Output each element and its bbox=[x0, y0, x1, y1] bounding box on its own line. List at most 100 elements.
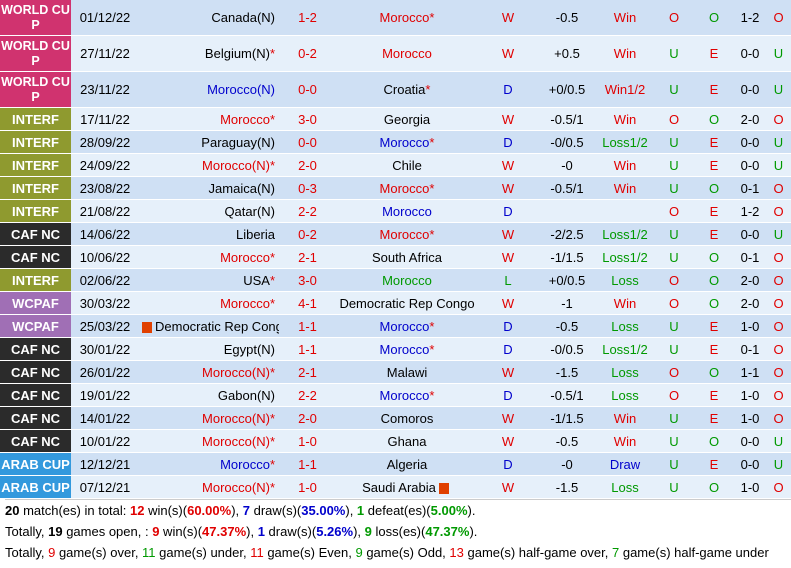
score-cell[interactable]: 4-1 bbox=[279, 291, 336, 315]
away-team-cell[interactable]: Morocco* bbox=[336, 222, 478, 246]
home-team-name[interactable]: Canada(N) bbox=[211, 10, 275, 25]
league-cell[interactable]: CAF NC bbox=[0, 360, 71, 384]
away-team-name[interactable]: Saudi Arabia bbox=[362, 479, 436, 495]
away-team-name[interactable]: Morocco bbox=[379, 226, 430, 242]
home-team-name[interactable]: Morocco(N) bbox=[202, 157, 270, 173]
league-cell[interactable]: CAF NC bbox=[0, 406, 71, 430]
home-team-cell[interactable]: Morocco(N) bbox=[139, 71, 279, 108]
table-row[interactable]: CAF NC 30/01/22 Egypt(N) 1-1 Morocco* D -0/0.5… bbox=[0, 337, 791, 361]
home-team-name[interactable]: Belgium(N) bbox=[204, 46, 270, 61]
table-row[interactable]: INTERF 28/09/22 Paraguay(N) 0-0 Morocco* D -0/… bbox=[0, 130, 791, 154]
away-team-name[interactable]: Morocco bbox=[379, 10, 430, 25]
home-team-cell[interactable]: Morocco* bbox=[139, 245, 279, 269]
league-cell[interactable]: WCPAF bbox=[0, 314, 71, 338]
home-team-cell[interactable]: Morocco* bbox=[139, 291, 279, 315]
away-team-cell[interactable]: Morocco bbox=[336, 268, 478, 292]
table-row[interactable]: ARAB CUP 12/12/21 Morocco* 1-1 Algeria D -0 Dra… bbox=[0, 452, 791, 476]
home-team-cell[interactable]: Morocco(N)* bbox=[139, 475, 279, 499]
home-team-name[interactable]: Jamaica(N) bbox=[208, 180, 275, 196]
away-team-name[interactable]: Morocco bbox=[379, 387, 430, 403]
home-team-name[interactable]: Morocco bbox=[220, 456, 270, 472]
home-team-name[interactable]: USA bbox=[243, 272, 270, 288]
league-cell[interactable]: CAF NC bbox=[0, 383, 71, 407]
home-team-cell[interactable]: Morocco(N)* bbox=[139, 153, 279, 177]
table-row[interactable]: INTERF 17/11/22 Morocco* 3-0 Georgia W -0.5/1 W… bbox=[0, 107, 791, 131]
away-team-name[interactable]: South Africa bbox=[371, 249, 443, 265]
home-team-name[interactable]: Morocco(N) bbox=[202, 410, 270, 426]
away-team-name[interactable]: Croatia bbox=[383, 82, 426, 97]
home-team-cell[interactable]: Jamaica(N) bbox=[139, 176, 279, 200]
away-team-cell[interactable]: Morocco* bbox=[336, 337, 478, 361]
home-team-name[interactable]: Morocco(N) bbox=[202, 479, 270, 495]
score-cell[interactable]: 2-2 bbox=[279, 383, 336, 407]
away-team-name[interactable]: Chile bbox=[392, 157, 422, 173]
away-team-cell[interactable]: Comoros bbox=[336, 406, 478, 430]
away-team-cell[interactable]: Morocco* bbox=[336, 176, 478, 200]
league-cell[interactable]: CAF NC bbox=[0, 429, 71, 453]
score-cell[interactable]: 3-0 bbox=[279, 268, 336, 292]
home-team-cell[interactable]: Morocco* bbox=[139, 107, 279, 131]
home-team-name[interactable]: Paraguay(N) bbox=[201, 134, 275, 150]
league-cell[interactable]: ARAB CUP bbox=[0, 475, 71, 499]
away-team-name[interactable]: Comoros bbox=[380, 410, 434, 426]
score-cell[interactable]: 2-1 bbox=[279, 360, 336, 384]
league-cell[interactable]: INTERF bbox=[0, 268, 71, 292]
score-cell[interactable]: 1-0 bbox=[279, 475, 336, 499]
score-cell[interactable]: 2-0 bbox=[279, 406, 336, 430]
home-team-cell[interactable]: Morocco* bbox=[139, 452, 279, 476]
league-cell[interactable]: CAF NC bbox=[0, 222, 71, 246]
away-team-name[interactable]: Morocco bbox=[382, 203, 432, 219]
table-row[interactable]: CAF NC 10/01/22 Morocco(N)* 1-0 Ghana W -0.5 Wi… bbox=[0, 429, 791, 453]
league-cell[interactable]: INTERF bbox=[0, 153, 71, 177]
away-team-cell[interactable]: Croatia* bbox=[336, 71, 478, 108]
table-row[interactable]: INTERF 23/08/22 Jamaica(N) 0-3 Morocco* W -0.5… bbox=[0, 176, 791, 200]
away-team-name[interactable]: Georgia bbox=[383, 111, 431, 127]
away-team-cell[interactable]: Morocco* bbox=[336, 130, 478, 154]
away-team-name[interactable]: Morocco bbox=[382, 272, 432, 288]
home-team-name[interactable]: Egypt(N) bbox=[223, 341, 275, 357]
league-cell[interactable]: WORLD CUP bbox=[0, 35, 71, 72]
away-team-cell[interactable]: Morocco* bbox=[336, 0, 478, 36]
league-cell[interactable]: INTERF bbox=[0, 199, 71, 223]
score-cell[interactable]: 0-2 bbox=[279, 222, 336, 246]
home-team-cell[interactable]: Morocco(N)* bbox=[139, 406, 279, 430]
home-team-cell[interactable]: Morocco(N)* bbox=[139, 429, 279, 453]
home-team-cell[interactable]: Egypt(N) bbox=[139, 337, 279, 361]
away-team-name[interactable]: Morocco bbox=[382, 46, 432, 61]
home-team-name[interactable]: Morocco(N) bbox=[202, 433, 270, 449]
home-team-name[interactable]: Qatar(N) bbox=[224, 203, 275, 219]
away-team-cell[interactable]: Morocco* bbox=[336, 383, 478, 407]
home-team-name[interactable]: Morocco bbox=[220, 295, 270, 311]
league-cell[interactable]: WCPAF bbox=[0, 291, 71, 315]
away-team-cell[interactable]: Morocco bbox=[336, 199, 478, 223]
table-row[interactable]: INTERF 21/08/22 Qatar(N) 2-2 Morocco D O E 1-2 O bbox=[0, 199, 791, 223]
home-team-name[interactable]: Democratic Rep Congo bbox=[155, 318, 279, 334]
home-team-cell[interactable]: USA* bbox=[139, 268, 279, 292]
home-team-name[interactable]: Morocco bbox=[220, 111, 270, 127]
table-row[interactable]: INTERF 24/09/22 Morocco(N)* 2-0 Chile W -0 Win U… bbox=[0, 153, 791, 177]
table-row[interactable]: CAF NC 19/01/22 Gabon(N) 2-2 Morocco* D -0.5/1… bbox=[0, 383, 791, 407]
home-team-cell[interactable]: Qatar(N) bbox=[139, 199, 279, 223]
score-cell[interactable]: 2-1 bbox=[279, 245, 336, 269]
score-cell[interactable]: 2-2 bbox=[279, 199, 336, 223]
table-row[interactable]: WCPAF 30/03/22 Morocco* 4-1 Democratic Rep C… bbox=[0, 291, 791, 315]
league-cell[interactable]: WORLD CUP bbox=[0, 71, 71, 108]
league-cell[interactable]: CAF NC bbox=[0, 337, 71, 361]
league-cell[interactable]: CAF NC bbox=[0, 245, 71, 269]
league-cell[interactable]: INTERF bbox=[0, 107, 71, 131]
away-team-name[interactable]: Ghana bbox=[387, 433, 427, 449]
away-team-name[interactable]: Morocco bbox=[379, 341, 430, 357]
away-team-cell[interactable]: Malawi bbox=[336, 360, 478, 384]
away-team-cell[interactable]: Chile bbox=[336, 153, 478, 177]
away-team-cell[interactable]: Algeria bbox=[336, 452, 478, 476]
table-row[interactable]: CAF NC 10/06/22 Morocco* 2-1 South Africa W -1… bbox=[0, 245, 791, 269]
score-cell[interactable]: 0-3 bbox=[279, 176, 336, 200]
home-team-name[interactable]: Gabon(N) bbox=[217, 387, 275, 403]
home-team-cell[interactable]: Gabon(N) bbox=[139, 383, 279, 407]
away-team-cell[interactable]: Georgia bbox=[336, 107, 478, 131]
table-row[interactable]: CAF NC 14/01/22 Morocco(N)* 2-0 Comoros W -1/1… bbox=[0, 406, 791, 430]
score-cell[interactable]: 1-1 bbox=[279, 452, 336, 476]
home-team-name[interactable]: Morocco(N) bbox=[202, 364, 270, 380]
score-cell[interactable]: 1-0 bbox=[279, 429, 336, 453]
away-team-name[interactable]: Morocco bbox=[379, 180, 430, 196]
